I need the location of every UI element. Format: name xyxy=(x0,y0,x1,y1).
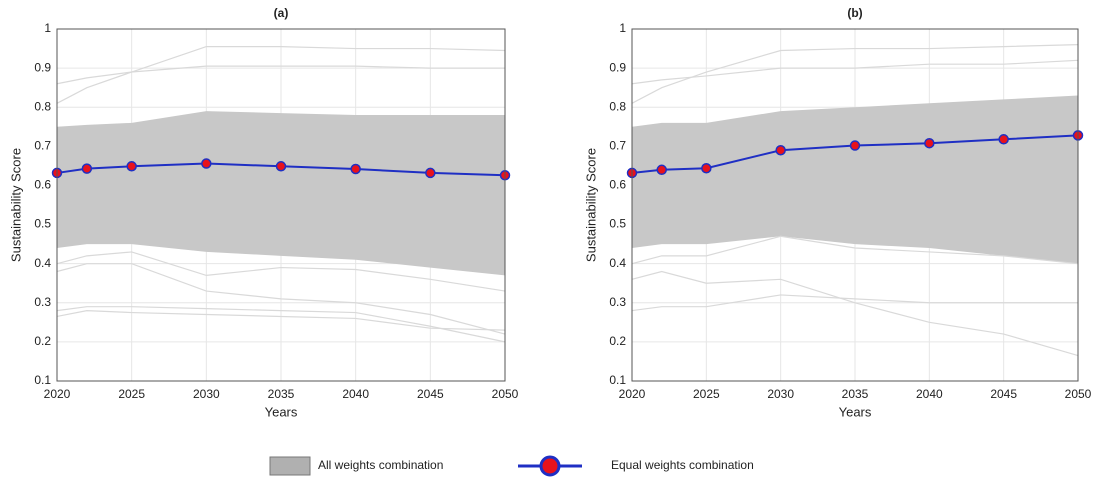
x-tick-label: 2020 xyxy=(619,387,646,401)
chart-title: (b) xyxy=(847,6,862,20)
y-tick-label: 0.9 xyxy=(34,60,51,74)
series-marker xyxy=(201,158,212,169)
series-marker xyxy=(849,140,861,151)
y-tick-label: 0.6 xyxy=(34,178,51,192)
y-tick-label: 0.4 xyxy=(609,256,626,270)
series-marker xyxy=(701,162,712,174)
gray-line xyxy=(56,263,506,335)
band-area xyxy=(57,111,505,276)
x-tick-label: 2050 xyxy=(1065,387,1092,401)
x-tick-label: 2030 xyxy=(767,387,794,401)
series-marker xyxy=(81,163,93,174)
gray-line xyxy=(631,44,1079,104)
series-marker xyxy=(998,134,1009,145)
series-marker xyxy=(656,164,667,176)
gray-line xyxy=(631,294,1078,312)
gray-line xyxy=(56,251,506,292)
y-tick-label: 0.2 xyxy=(609,334,626,348)
y-tick-label: 0.1 xyxy=(34,373,51,387)
series-marker xyxy=(425,167,436,179)
x-tick-label: 2045 xyxy=(990,387,1017,401)
series-marker xyxy=(924,137,935,149)
gray-line xyxy=(631,59,1079,85)
x-tick-label: 2050 xyxy=(492,387,519,401)
series-line xyxy=(631,134,1079,174)
y-tick-label: 0.7 xyxy=(609,139,626,153)
y-tick-label: 0.9 xyxy=(609,60,626,74)
gray-line xyxy=(56,45,506,104)
series-marker xyxy=(126,161,137,172)
x-tick-label: 2040 xyxy=(342,387,369,401)
y-tick-label: 1 xyxy=(44,21,51,35)
y-tick-label: 0.8 xyxy=(34,99,51,113)
y-tick-label: 0.7 xyxy=(34,139,51,153)
series-marker xyxy=(350,163,361,175)
y-tick-label: 1 xyxy=(619,21,626,35)
gray-line xyxy=(56,65,505,85)
gray-line xyxy=(631,270,1079,357)
y-tick-label: 0.2 xyxy=(34,334,51,348)
x-tick-label: 2035 xyxy=(268,387,295,401)
y-tick-label: 0.6 xyxy=(609,178,626,192)
y-axis-label: Sustainability Score xyxy=(583,148,598,262)
plot-frame xyxy=(56,28,506,382)
plot-frame xyxy=(631,28,1079,382)
gray-line xyxy=(631,235,1079,265)
gray-line xyxy=(56,306,506,343)
x-tick-label: 2035 xyxy=(842,387,869,401)
x-axis-label: Years xyxy=(839,404,872,419)
x-tick-label: 2025 xyxy=(693,387,720,401)
legend-label: Equal weights combination xyxy=(611,458,754,472)
y-tick-label: 0.8 xyxy=(609,99,626,113)
y-tick-label: 0.5 xyxy=(609,217,626,231)
legend-label: All weights combination xyxy=(318,458,443,472)
series-marker xyxy=(275,161,287,172)
series-line xyxy=(56,162,506,177)
y-tick-label: 0.3 xyxy=(609,295,626,309)
gray-line xyxy=(56,309,506,331)
chart-title: (a) xyxy=(274,6,289,20)
band-area xyxy=(632,95,1078,264)
y-tick-label: 0.3 xyxy=(34,295,51,309)
x-tick-label: 2025 xyxy=(118,387,145,401)
series-marker xyxy=(775,144,786,156)
x-axis-label: Years xyxy=(265,404,298,419)
x-tick-label: 2040 xyxy=(916,387,943,401)
y-tick-label: 0.1 xyxy=(609,373,626,387)
x-tick-label: 2020 xyxy=(44,387,71,401)
x-tick-label: 2045 xyxy=(417,387,444,401)
y-tick-label: 0.4 xyxy=(34,256,51,270)
y-tick-label: 0.5 xyxy=(34,217,51,231)
x-tick-label: 2030 xyxy=(193,387,220,401)
legend-marker xyxy=(539,455,561,477)
legend-swatch xyxy=(269,456,311,476)
y-axis-label: Sustainability Score xyxy=(8,148,23,262)
